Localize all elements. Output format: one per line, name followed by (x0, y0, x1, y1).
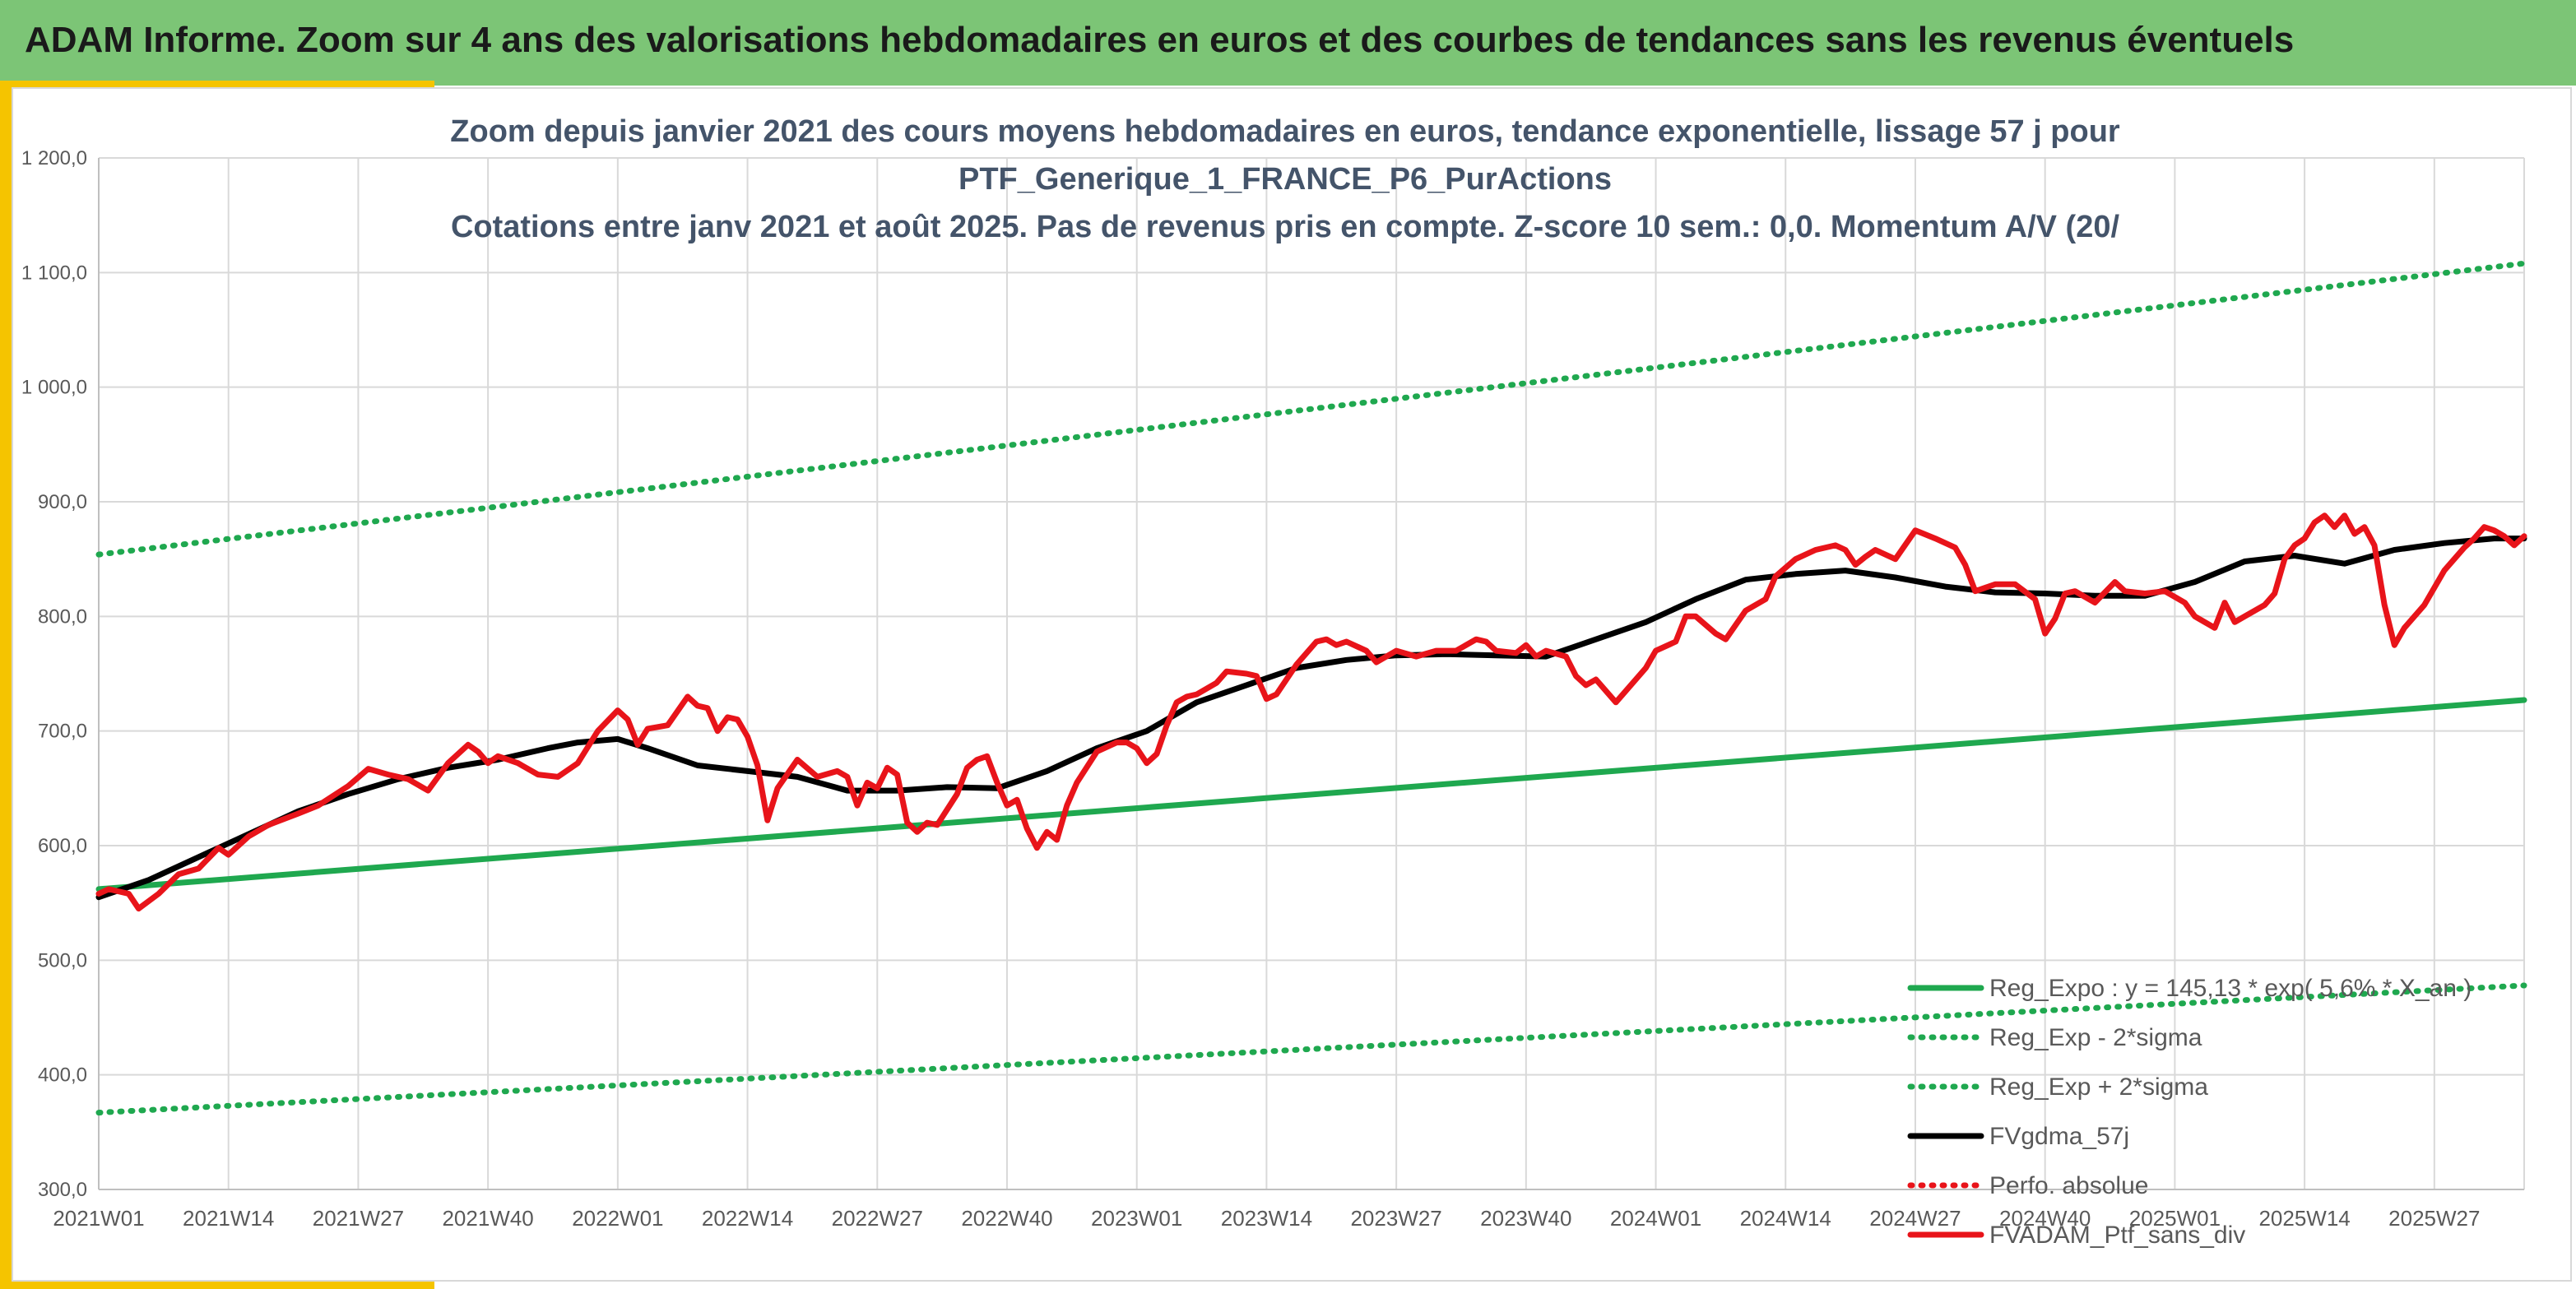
axes: 300,0 400,0 500,0 600,0 700,0 800,0 900,0 1 000… (21, 147, 2524, 1231)
x-tick-label: 2024W40 (1999, 1206, 2091, 1231)
y-tick-label: 1 200,0 (21, 147, 87, 169)
y-tick-label: 500,0 (38, 949, 87, 971)
y-tick-label: 900,0 (38, 491, 87, 513)
x-tick-label: 2023W27 (1350, 1206, 1441, 1231)
x-tick-label: 2022W01 (572, 1206, 663, 1231)
x-tick-label: 2021W40 (442, 1206, 533, 1231)
x-tick-label: 2025W27 (2388, 1206, 2480, 1231)
x-tick-label: 2021W14 (183, 1206, 274, 1231)
accent-bar-left (0, 86, 12, 1289)
y-tick-label: 1 000,0 (21, 377, 87, 399)
legend-entry: Perfo. absolue (1989, 1172, 2148, 1199)
x-tick-label: 2025W01 (2129, 1206, 2221, 1231)
x-tick-label: 2022W27 (832, 1206, 923, 1231)
x-tick-label: 2022W14 (702, 1206, 793, 1231)
x-tick-label: 2023W14 (1221, 1206, 1312, 1231)
series-reg-expo-y-145-13-exp-5-6-x-an (95, 697, 2527, 893)
x-tick-label: 2022W40 (961, 1206, 1052, 1231)
legend: Reg_Expo : y = 145,13 * exp( 5,6% * X_an… (1907, 975, 2472, 1249)
y-tick-label: 800,0 (38, 605, 87, 628)
y-tick-label: 600,0 (38, 835, 87, 857)
chart-title-line-2: PTF_Generique_1_FRANCE_P6_PurActions (958, 162, 1612, 197)
x-tick-label: 2024W14 (1740, 1206, 1831, 1231)
series (95, 260, 2527, 1116)
chart-title-line-3: Cotations entre janv 2021 et août 2025. … (451, 210, 2120, 244)
x-tick-label: 2023W01 (1091, 1206, 1182, 1231)
banner-title: ADAM Informe. Zoom sur 4 ans des valoris… (25, 20, 2295, 60)
y-tick-label: 1 100,0 (21, 262, 87, 284)
x-tick-label: 2021W01 (53, 1206, 144, 1231)
x-tick-label: 2025W14 (2258, 1206, 2350, 1231)
accent-bar-top (0, 81, 434, 89)
chart-card: 300,0 400,0 500,0 600,0 700,0 800,0 900,0 1 000… (12, 87, 2572, 1282)
chart-title: Zoom depuis janvier 2021 des cours moyen… (450, 114, 2120, 244)
series-fvadam-ptf-sans-div (95, 512, 2527, 912)
accent-bar-bottom (0, 1279, 434, 1289)
y-tick-label: 400,0 (38, 1064, 87, 1087)
x-tick-label: 2024W01 (1610, 1206, 1701, 1231)
series-reg-exp-2-sigma (95, 982, 2527, 1116)
x-tick-label: 2023W40 (1480, 1206, 1571, 1231)
y-tick-label: 300,0 (38, 1179, 87, 1201)
legend-entry: FVgdma_57j (1989, 1123, 2129, 1150)
chart: 300,0 400,0 500,0 600,0 700,0 800,0 900,0 1 000… (21, 114, 2527, 1249)
series-reg-exp-2-sigma (95, 260, 2527, 558)
legend-entry: FVADAM_Ptf_sans_div (1989, 1222, 2245, 1249)
y-tick-label: 700,0 (38, 721, 87, 743)
legend-entry: Reg_Exp + 2*sigma (1989, 1073, 2208, 1101)
chart-title-line-1: Zoom depuis janvier 2021 des cours moyen… (450, 114, 2120, 149)
x-tick-label: 2021W27 (313, 1206, 404, 1231)
legend-entry: Reg_Exp - 2*sigma (1989, 1024, 2202, 1051)
legend-entry: Reg_Expo : y = 145,13 * exp( 5,6% * X_an… (1989, 975, 2472, 1002)
banner: ADAM Informe. Zoom sur 4 ans des valoris… (0, 0, 2576, 86)
x-tick-label: 2024W27 (1869, 1206, 1961, 1231)
